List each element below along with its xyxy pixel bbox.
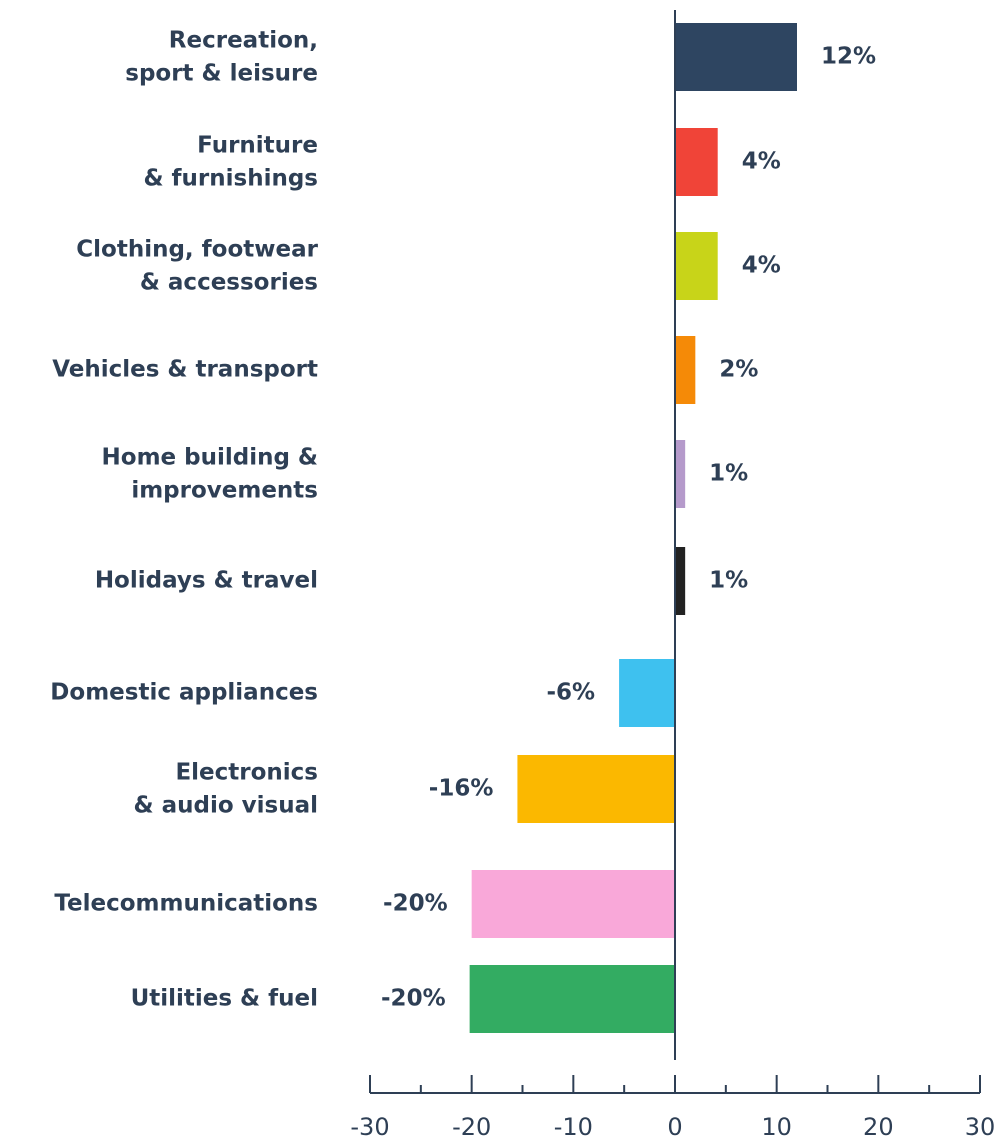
value-label: 4%	[742, 253, 781, 279]
category-label: Recreation, sport & leisure	[125, 27, 318, 86]
x-tick-label: -30	[350, 1113, 389, 1141]
value-label: -6%	[546, 680, 595, 706]
category-label: Clothing, footwear & accessories	[76, 236, 318, 295]
value-label: 4%	[742, 149, 781, 175]
bar	[619, 659, 675, 727]
bar	[675, 336, 696, 404]
x-tick-label: 0	[667, 1113, 682, 1141]
category-label: Furniture & furnishings	[143, 132, 318, 191]
value-label: -20%	[383, 891, 448, 917]
category-label: Telecommunications	[54, 891, 318, 917]
category-label: Home building & improvements	[102, 444, 318, 503]
bar	[517, 755, 675, 823]
value-label: 1%	[709, 568, 748, 594]
x-tick-label: -10	[554, 1113, 593, 1141]
bar	[675, 232, 718, 300]
category-label: Domestic appliances	[50, 680, 318, 706]
category-label: Vehicles & transport	[52, 357, 318, 383]
x-tick-label: 20	[863, 1113, 894, 1141]
value-label: -20%	[381, 986, 446, 1012]
value-label: 12%	[821, 44, 876, 70]
bar	[675, 23, 797, 91]
category-label: Electronics & audio visual	[134, 759, 318, 818]
value-label: 1%	[709, 461, 748, 487]
category-label: Holidays & travel	[95, 568, 318, 594]
bar	[675, 128, 718, 196]
bar	[469, 965, 675, 1033]
x-tick-label: 30	[965, 1113, 996, 1141]
value-label: -16%	[429, 776, 494, 802]
x-tick-label: -20	[452, 1113, 491, 1141]
value-label: 2%	[719, 357, 758, 383]
category-label: Utilities & fuel	[131, 986, 318, 1012]
bar	[675, 440, 686, 508]
bar	[471, 870, 675, 938]
bar	[675, 547, 686, 615]
x-tick-label: 10	[761, 1113, 792, 1141]
